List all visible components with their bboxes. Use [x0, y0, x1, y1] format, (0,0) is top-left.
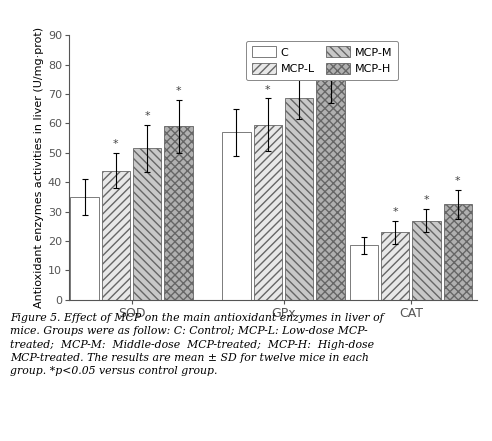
- Bar: [133, 149, 161, 300]
- Bar: [222, 132, 251, 300]
- Legend: C, MCP-L, MCP-M, MCP-H: C, MCP-L, MCP-M, MCP-H: [246, 41, 398, 80]
- Bar: [443, 204, 472, 300]
- Bar: [285, 98, 313, 300]
- Text: *: *: [113, 139, 119, 149]
- Text: Figure 5. Effect of MCP on the main antioxidant enzymes in liver of
mice. Groups: Figure 5. Effect of MCP on the main anti…: [10, 313, 383, 376]
- Text: *: *: [296, 64, 302, 75]
- Bar: [70, 197, 99, 300]
- Bar: [253, 125, 282, 300]
- Bar: [412, 220, 441, 300]
- Text: *: *: [145, 112, 150, 121]
- Text: *: *: [265, 85, 271, 95]
- Bar: [349, 246, 378, 300]
- Text: *: *: [455, 176, 461, 186]
- Text: *: *: [424, 195, 429, 205]
- Text: *: *: [176, 86, 182, 97]
- Text: *: *: [392, 207, 398, 217]
- Y-axis label: Antioxidant enzymes activities in liver (U/mg·prot): Antioxidant enzymes activities in liver …: [33, 27, 44, 308]
- Bar: [102, 171, 130, 300]
- Bar: [316, 79, 345, 300]
- Text: *: *: [328, 42, 333, 52]
- Bar: [381, 232, 409, 300]
- Bar: [164, 127, 193, 300]
